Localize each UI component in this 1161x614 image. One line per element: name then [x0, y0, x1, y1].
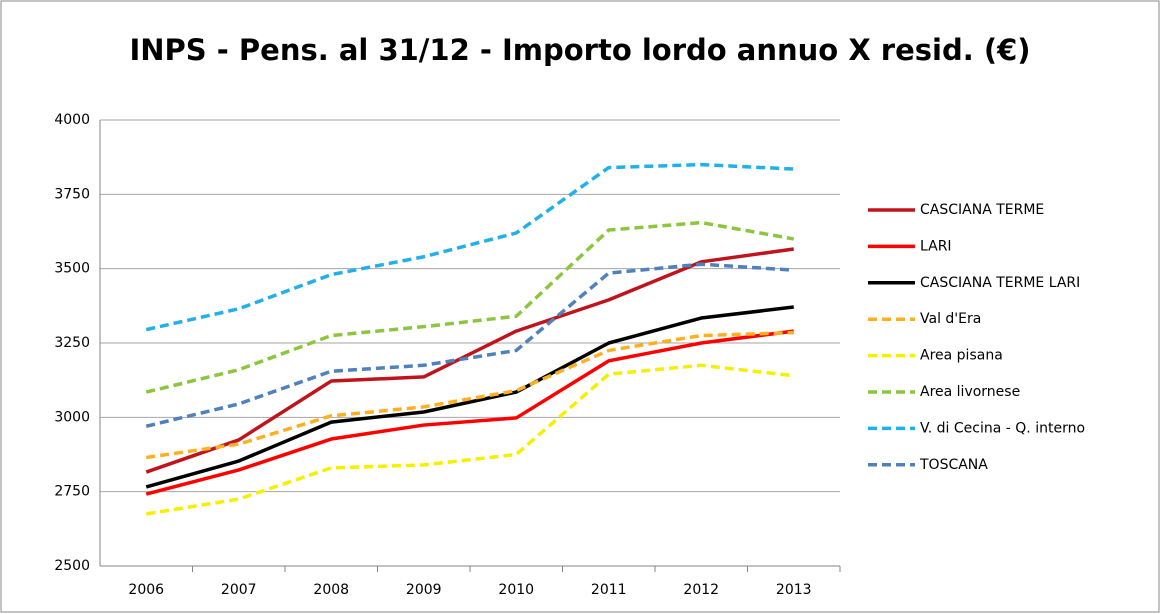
x-tick-label: 2009: [406, 582, 442, 598]
series-line: [145, 330, 794, 460]
chart-title: INPS - Pens. al 31/12 - Importo lordo an…: [129, 33, 1030, 67]
series-line: [145, 329, 794, 496]
x-tick-label: 2012: [683, 582, 719, 598]
x-tick-label: 2008: [313, 582, 349, 598]
legend-label: TOSCANA: [919, 457, 988, 473]
series-line: [145, 363, 794, 516]
y-tick-label: 3750: [54, 186, 90, 202]
series-line: [145, 247, 794, 474]
y-tick-label: 3500: [54, 261, 90, 277]
x-tick-label: 2007: [221, 582, 257, 598]
y-tick-label: 4000: [54, 112, 90, 128]
y-tick-label: 3000: [54, 409, 90, 425]
x-tick-label: 2010: [498, 582, 534, 598]
series-line: [145, 262, 794, 428]
y-tick-label: 2500: [54, 558, 90, 574]
x-tick-label: 2006: [128, 582, 164, 598]
y-tick-label: 3250: [54, 335, 90, 351]
legend-label: CASCIANA TERME: [920, 202, 1044, 218]
legend-label: V. di Cecina - Q. interno: [920, 420, 1085, 436]
legend-label: Area pisana: [920, 348, 1003, 364]
x-tick-label: 2013: [776, 582, 812, 598]
legend-label: Area livornese: [920, 384, 1020, 400]
legend-label: CASCIANA TERME LARI: [920, 275, 1080, 291]
x-tick-label: 2011: [591, 582, 627, 598]
legend-label: Val d'Era: [920, 311, 981, 327]
y-tick-label: 2750: [54, 484, 90, 500]
series-line: [145, 305, 794, 489]
legend-label: LARI: [920, 238, 952, 254]
